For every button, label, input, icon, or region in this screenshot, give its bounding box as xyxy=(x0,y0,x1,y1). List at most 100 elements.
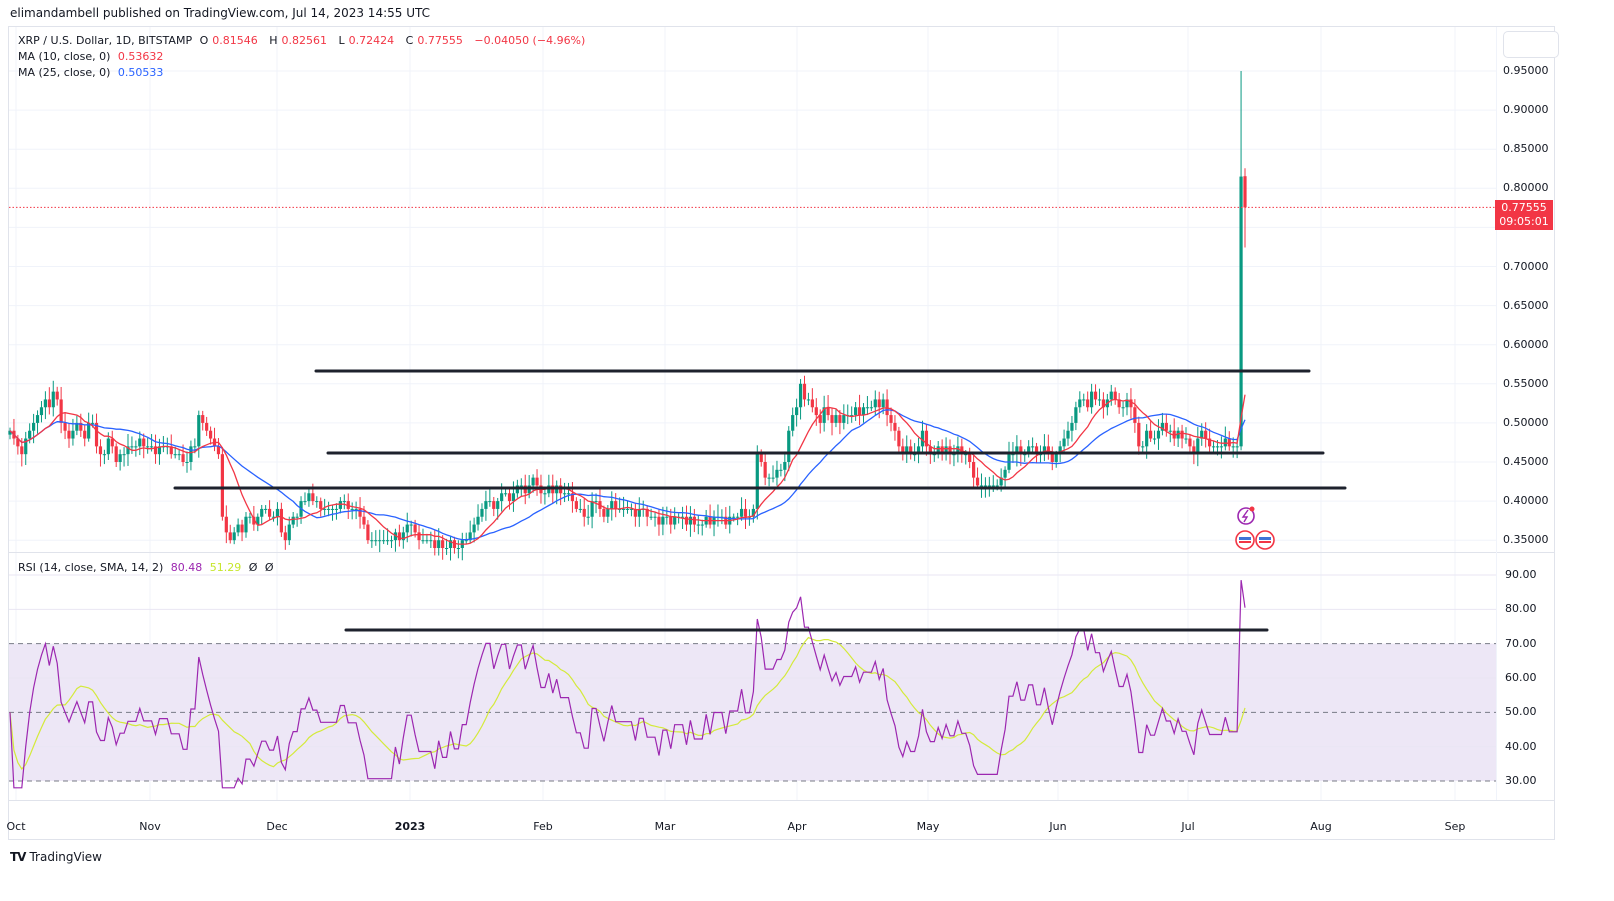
ma25-legend[interactable]: MA (25, close, 0) 0.50533 xyxy=(18,66,167,79)
candle-down xyxy=(201,415,205,423)
candle-up xyxy=(236,524,240,533)
candle-up xyxy=(1031,446,1035,448)
candle-down xyxy=(205,422,209,431)
time-axis-label: Oct xyxy=(6,820,26,833)
candle-up xyxy=(1235,446,1239,448)
time-axis-label: Mar xyxy=(654,820,676,833)
candle-down xyxy=(110,438,114,447)
candle-up xyxy=(118,454,122,462)
candle-down xyxy=(940,446,944,455)
symbol-legend: XRP / U.S. Dollar, 1D, BITSTAMP O 0.81546… xyxy=(18,34,586,47)
candle-up xyxy=(956,446,960,455)
candle-up xyxy=(700,524,704,526)
bar-countdown: 09:05:01 xyxy=(1499,215,1549,228)
candle-up xyxy=(1090,391,1094,408)
ma10-legend[interactable]: MA (10, close, 0) 0.53632 xyxy=(18,50,167,63)
tradingview-logo[interactable]: TV TradingView xyxy=(10,850,102,864)
candle-up xyxy=(244,516,248,533)
candle-down xyxy=(228,532,232,541)
candle-up xyxy=(342,501,346,503)
candle-up xyxy=(775,469,779,478)
candle-down xyxy=(1192,446,1196,455)
candle-down xyxy=(319,501,323,509)
candle-up xyxy=(122,454,126,456)
candle-up xyxy=(24,438,28,455)
candle-down xyxy=(208,430,213,439)
economic-event-icon xyxy=(1237,507,1255,525)
candle-down xyxy=(1034,446,1039,455)
candle-down xyxy=(743,508,748,517)
candle-up xyxy=(1156,430,1161,439)
candle-up xyxy=(653,516,657,518)
candle-up xyxy=(338,501,342,509)
price-axis-label: 0.95000 xyxy=(1503,64,1549,77)
candle-up xyxy=(688,516,693,525)
candle-up xyxy=(350,508,354,510)
candle-up xyxy=(842,415,846,423)
rsi-value: 80.48 xyxy=(170,561,203,574)
candle-down xyxy=(441,540,445,549)
candle-up xyxy=(1023,454,1027,456)
candle-up xyxy=(1125,399,1129,408)
candle-down xyxy=(1137,422,1141,447)
price-axis-label: 0.50000 xyxy=(1503,415,1549,429)
candle-down xyxy=(759,454,763,462)
candle-down xyxy=(252,516,256,525)
candle-down xyxy=(67,430,71,439)
candle-up xyxy=(590,501,594,517)
candle-up xyxy=(881,399,885,408)
candle-down xyxy=(20,446,24,455)
rsi-extra-2: Ø xyxy=(264,561,274,574)
candle-down xyxy=(614,501,618,509)
candle-up xyxy=(979,485,984,487)
candle-up xyxy=(405,524,409,533)
candle-down xyxy=(960,446,964,455)
ma10-label: MA (10, close, 0) xyxy=(18,50,111,63)
candle-down xyxy=(535,477,539,486)
candle-up xyxy=(28,430,32,439)
candle-up xyxy=(798,383,803,408)
candle-up xyxy=(987,485,991,487)
candle-down xyxy=(1086,399,1090,408)
candle-up xyxy=(256,516,260,525)
candle-down xyxy=(417,532,421,541)
candle-up xyxy=(649,516,653,518)
candle-up xyxy=(1042,446,1047,455)
rsi-legend[interactable]: RSI (14, close, SMA, 14, 2) 80.48 51.29 … xyxy=(18,561,278,574)
candle-up xyxy=(389,540,394,542)
candle-down xyxy=(47,399,51,408)
candle-up xyxy=(822,407,826,423)
time-axis-label: Apr xyxy=(787,820,807,833)
candle-up xyxy=(661,516,665,525)
candle-down xyxy=(397,532,401,541)
candle-up xyxy=(370,540,374,542)
candle-down xyxy=(153,446,158,455)
candle-up xyxy=(767,477,771,479)
candle-up xyxy=(1070,422,1074,431)
candle-down xyxy=(507,493,512,502)
price-scale-toggle-button[interactable] xyxy=(1503,31,1559,58)
candle-up xyxy=(444,548,449,550)
candle-up xyxy=(1168,430,1172,432)
candle-down xyxy=(645,508,649,517)
candle-up xyxy=(232,532,236,541)
candle-up xyxy=(271,516,276,518)
candle-up xyxy=(1231,446,1235,448)
lightning-icon xyxy=(1241,509,1249,523)
candle-up xyxy=(307,493,311,502)
candle-up xyxy=(783,462,787,470)
candle-down xyxy=(433,540,437,549)
candle-up xyxy=(157,446,162,455)
candle-up xyxy=(562,493,567,495)
candle-up xyxy=(1082,399,1086,401)
rsi-axis-label: 70.00 xyxy=(1505,636,1537,650)
symbol-title[interactable]: XRP / U.S. Dollar, 1D, BITSTAMP xyxy=(18,34,193,47)
candle-up xyxy=(629,508,634,510)
candle-up xyxy=(1074,407,1078,423)
candle-down xyxy=(1050,454,1054,462)
candle-down xyxy=(452,540,457,549)
candle-up xyxy=(130,446,134,448)
rsi-line xyxy=(9,580,1246,789)
candle-up xyxy=(665,516,669,518)
